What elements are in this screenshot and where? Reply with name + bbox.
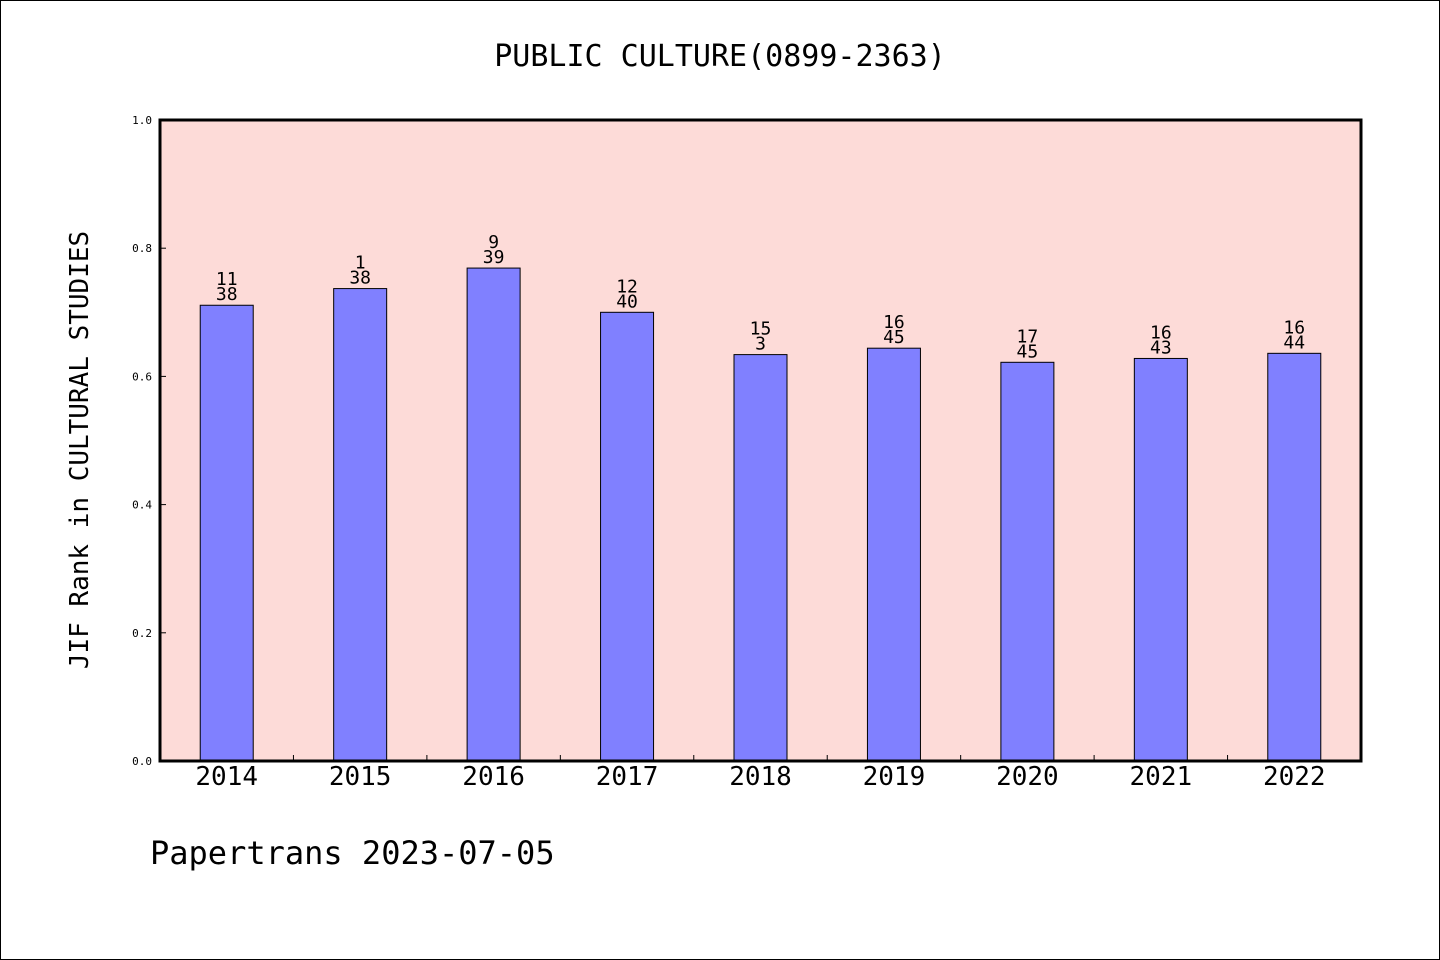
bar-2022 bbox=[1267, 352, 1322, 762]
y-tick-label: 0.6 bbox=[132, 370, 152, 383]
footer-credit: Papertrans 2023-07-05 bbox=[150, 834, 555, 872]
bar-rank-label: 16 bbox=[1150, 322, 1172, 343]
x-tick-label: 2017 bbox=[596, 762, 659, 792]
bar-total-label: 45 bbox=[883, 327, 905, 348]
bar-total-label: 44 bbox=[1283, 332, 1305, 353]
x-tick-label: 2021 bbox=[1130, 762, 1193, 792]
bar-total-label: 40 bbox=[616, 291, 638, 312]
bar-2014 bbox=[199, 304, 254, 762]
bar-rank-label: 16 bbox=[1283, 317, 1305, 338]
bar-2020 bbox=[1000, 361, 1055, 762]
x-tick-label: 2014 bbox=[195, 762, 258, 792]
x-tick-label: 2020 bbox=[996, 762, 1059, 792]
bar-2021 bbox=[1133, 357, 1188, 762]
x-tick-label: 2022 bbox=[1263, 762, 1326, 792]
bar-rank-label: 11 bbox=[216, 269, 238, 290]
bar-2019 bbox=[866, 347, 921, 762]
bar-total-label: 45 bbox=[1017, 341, 1039, 362]
bar-rank-label: 15 bbox=[750, 319, 772, 340]
y-tick-label: 0.4 bbox=[132, 499, 152, 512]
y-tick-label: 0.8 bbox=[132, 242, 152, 255]
bar-total-label: 38 bbox=[349, 268, 371, 289]
x-tick-label: 2016 bbox=[462, 762, 525, 792]
y-tick-label: 0.0 bbox=[132, 755, 152, 768]
bar-rank-label: 9 bbox=[488, 232, 499, 253]
bar-2017 bbox=[600, 311, 655, 762]
bar-total-label: 43 bbox=[1150, 337, 1172, 358]
bar-2015 bbox=[333, 288, 388, 762]
bar-rank-label: 1 bbox=[355, 253, 366, 274]
bar-rank-label: 12 bbox=[616, 276, 638, 297]
bar-rank-label: 17 bbox=[1017, 326, 1039, 347]
y-tick-label: 1.0 bbox=[132, 114, 152, 127]
bar-total-label: 38 bbox=[216, 284, 238, 305]
bar-total-label: 3 bbox=[755, 334, 766, 355]
y-tick-label: 0.2 bbox=[132, 627, 152, 640]
bar-total-label: 39 bbox=[483, 247, 505, 268]
bar-2018 bbox=[733, 354, 788, 762]
y-axis-label: JIF Rank in CULTURAL STUDIES bbox=[65, 231, 95, 669]
x-tick-label: 2018 bbox=[729, 762, 792, 792]
x-axis-ticks: 2014 2015 2016 2017 2018 2019 2020 2021 2022 bbox=[195, 755, 1326, 792]
x-tick-label: 2015 bbox=[329, 762, 392, 792]
bar-2016 bbox=[466, 267, 521, 762]
plot-border bbox=[158, 118, 1363, 763]
chart-title: PUBLIC CULTURE(0899-2363) bbox=[494, 39, 946, 74]
x-tick-label: 2019 bbox=[863, 762, 926, 792]
bar-rank-label: 16 bbox=[883, 312, 905, 333]
